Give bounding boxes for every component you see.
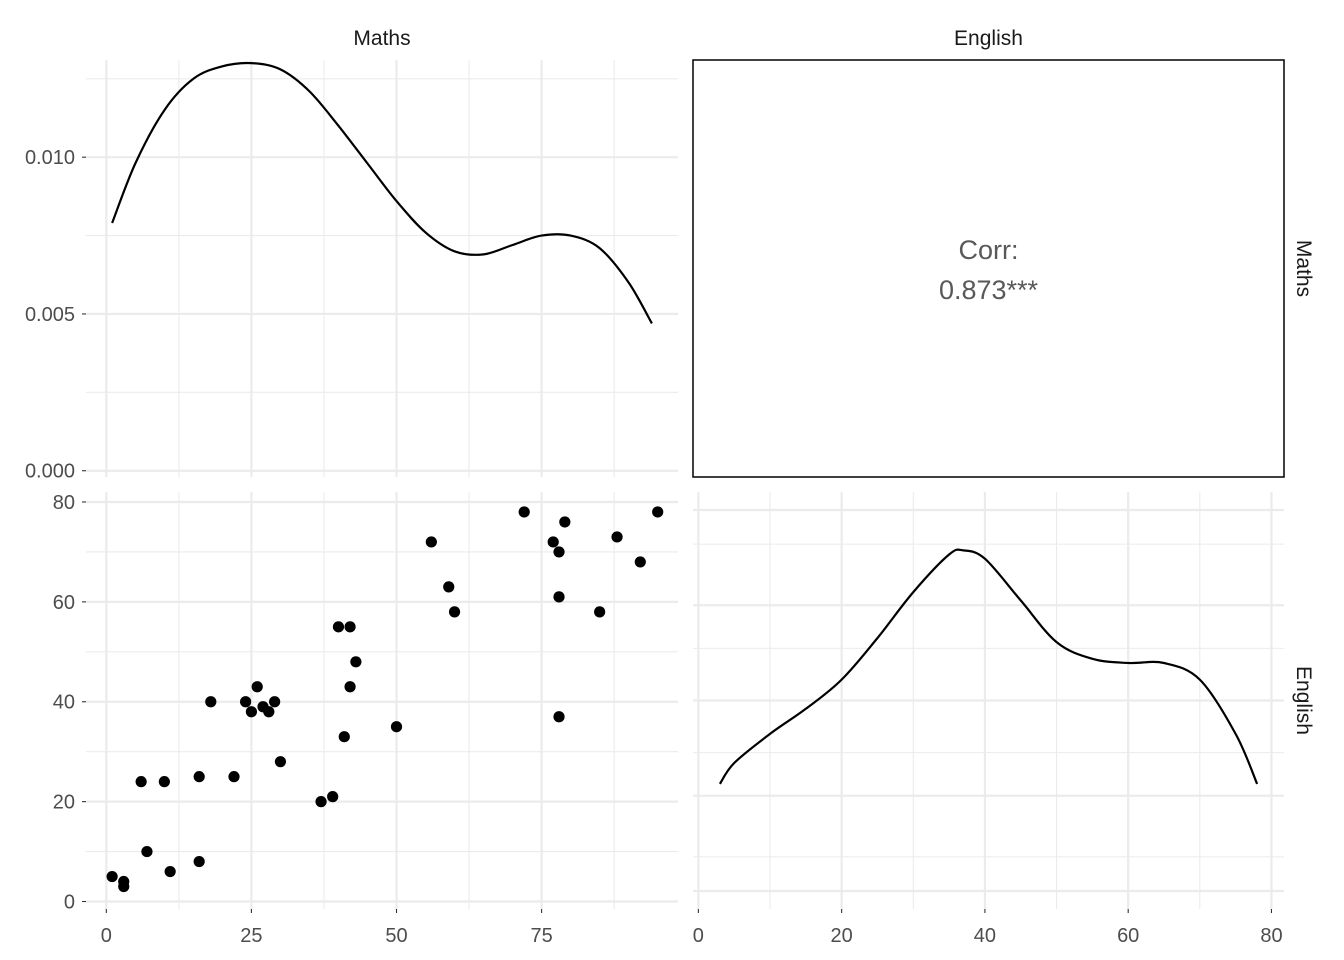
x-tick-label: 75 <box>530 925 552 947</box>
scatter-point <box>205 696 217 708</box>
x-tick-label: 50 <box>385 925 407 947</box>
maths-density-line <box>111 61 653 324</box>
scatter-point <box>193 855 205 868</box>
scatter-point <box>193 771 205 783</box>
english-density-line <box>718 548 1259 785</box>
strip-label-maths-column: Maths <box>353 27 410 50</box>
x-tick-label: 0 <box>101 925 112 947</box>
grid-lines <box>86 60 1284 909</box>
scatter-point <box>141 845 153 858</box>
scatter-point <box>327 791 339 803</box>
scatter-point <box>135 776 147 788</box>
y-tick-label: 20 <box>53 792 75 814</box>
scatter-point <box>274 756 287 768</box>
scatter-point <box>634 556 646 568</box>
y-tick-label: 0 <box>64 892 75 914</box>
scatter-point <box>518 506 530 518</box>
scatter-point <box>164 865 176 878</box>
scatter-point <box>158 776 170 788</box>
x-tick-label: 20 <box>831 925 853 947</box>
correlation-panel <box>692 59 1285 478</box>
correlation-value: 0.873*** <box>939 275 1039 305</box>
y-tick-label: 40 <box>53 692 75 714</box>
scatter-point <box>315 796 327 808</box>
strip-label-english-column: English <box>954 27 1023 50</box>
scatter-point <box>652 506 664 518</box>
scatter-point <box>611 531 623 543</box>
x-tick-label: 80 <box>1260 925 1282 947</box>
y-tick-label: 80 <box>53 492 75 514</box>
scatter-point <box>251 681 263 693</box>
scatter-point <box>118 880 130 893</box>
scatter-point <box>350 656 362 668</box>
scatter-point <box>106 870 118 883</box>
strip-label-maths-row: Maths <box>1292 240 1315 297</box>
scatter-point <box>594 606 606 618</box>
scatter-point <box>553 546 565 558</box>
y-tick-label: 0.010 <box>25 147 75 169</box>
scatter-point <box>263 706 275 718</box>
scatter-point <box>448 606 461 618</box>
scatter-point <box>332 621 345 633</box>
strip-label-english-row: English <box>1292 666 1315 735</box>
y-tick-label: 0.005 <box>25 304 75 326</box>
scatter-point <box>547 536 559 548</box>
scatter-point <box>443 581 455 593</box>
scatter-point <box>553 711 565 723</box>
scatter-point <box>344 621 356 633</box>
x-tick-label: 25 <box>240 925 262 947</box>
x-tick-label: 0 <box>693 925 704 947</box>
x-tick-label: 60 <box>1117 925 1139 947</box>
scatter-point <box>425 536 437 548</box>
scatter-point <box>390 721 403 733</box>
scatter-point <box>559 516 571 528</box>
scatter-point <box>245 706 258 718</box>
x-tick-label: 40 <box>974 925 996 947</box>
scatter-point <box>553 591 565 603</box>
y-tick-label: 0.000 <box>25 461 75 483</box>
scatter-point <box>269 696 281 708</box>
scatter-point <box>240 696 252 708</box>
scatter-point <box>338 731 350 743</box>
scatter-point <box>228 771 240 783</box>
correlation-label: Corr: <box>959 235 1019 265</box>
scatter-point <box>344 681 356 693</box>
y-tick-label: 60 <box>53 592 75 614</box>
